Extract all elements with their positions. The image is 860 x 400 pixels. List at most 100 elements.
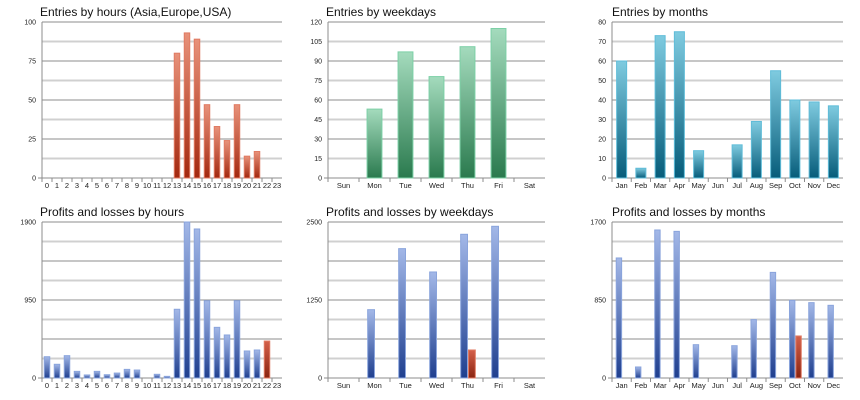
profit-bar [398, 248, 406, 379]
x-tick-label: 22 [263, 381, 271, 390]
bar [490, 28, 507, 179]
profit-bar [193, 228, 201, 379]
y-tick-label: 1250 [306, 298, 322, 305]
x-tick-label: 13 [173, 181, 181, 190]
profit-bar [173, 308, 181, 379]
x-tick-label: 5 [95, 381, 99, 390]
chart-pl-months: Profits and losses by months 0 850 1700 Jan F… [590, 205, 843, 390]
y-tick-label: 90 [314, 59, 322, 66]
y-tick-label: 15 [314, 156, 322, 163]
x-tick-label: 19 [233, 181, 241, 190]
bar [428, 76, 445, 179]
x-tick-label: Oct [789, 181, 802, 190]
bar [770, 70, 782, 179]
x-tick-label: 0 [45, 181, 49, 190]
x-tick-label: 2 [65, 181, 69, 190]
profit-bar [253, 349, 261, 379]
y-tick-label: 120 [310, 20, 322, 27]
x-tick-label: 12 [163, 381, 171, 390]
bar [673, 31, 685, 179]
x-tick-label: Jan [616, 181, 628, 190]
x-tick-label: 14 [183, 381, 191, 390]
x-tick-label: Fri [494, 381, 503, 390]
x-tick-label: Nov [807, 181, 821, 190]
y-tick-label: 20 [598, 137, 606, 144]
bar [789, 99, 801, 179]
profit-bar [113, 372, 121, 379]
x-tick-label: 14 [183, 181, 191, 190]
x-tick-label: Thu [461, 181, 474, 190]
y-tick-label: 10 [598, 156, 606, 163]
x-tick-label: Nov [807, 381, 821, 390]
bar [654, 35, 666, 179]
x-tick-label: Tue [399, 181, 412, 190]
x-tick-label: 16 [203, 381, 211, 390]
bar [213, 126, 221, 179]
profit-bar [788, 299, 796, 379]
x-tick-label: Jul [732, 181, 742, 190]
profit-bar [163, 375, 171, 379]
bar [459, 46, 476, 179]
profit-bar [53, 363, 61, 379]
profit-bar [692, 344, 700, 379]
profit-bar [769, 271, 777, 379]
profit-bar [460, 233, 468, 379]
x-tick-label: Dec [827, 181, 841, 190]
x-tick-label: 20 [243, 381, 251, 390]
x-tick-label: Apr [674, 381, 686, 390]
profit-bar [367, 309, 375, 379]
x-tick-label: 11 [153, 381, 161, 390]
y-tick-label: 0 [32, 376, 36, 383]
x-tick-label: 1 [55, 381, 59, 390]
x-tick-label: 2 [65, 381, 69, 390]
y-tick-label: 2500 [306, 220, 322, 227]
profit-bar [183, 221, 191, 379]
y-tick-label: 105 [310, 39, 322, 46]
chart-title: Profits and losses by months [612, 205, 765, 219]
x-tick-label: 15 [193, 381, 201, 390]
profit-bar [673, 230, 680, 379]
x-tick-label: Jul [732, 381, 742, 390]
x-tick-label: 1 [55, 181, 59, 190]
y-tick-label: 60 [314, 98, 322, 105]
bar [203, 104, 211, 179]
bar [243, 155, 251, 179]
y-tick-label: 1900 [20, 220, 36, 227]
x-tick-label: Mar [654, 381, 667, 390]
x-tick-label: 17 [213, 381, 221, 390]
x-tick-label: Wed [429, 181, 444, 190]
bar [183, 32, 191, 179]
x-tick-label: Aug [750, 381, 763, 390]
x-tick-label: Sun [337, 381, 350, 390]
profit-bar [429, 271, 437, 379]
x-tick-label: 4 [85, 181, 89, 190]
x-tick-label: 4 [85, 381, 89, 390]
profit-bar [654, 229, 661, 379]
x-tick-label: 3 [75, 381, 79, 390]
bar [693, 150, 705, 179]
bar [731, 144, 743, 179]
x-tick-label: Sat [524, 181, 536, 190]
y-tick-label: 50 [598, 78, 606, 85]
x-tick-label: Aug [750, 181, 763, 190]
y-tick-label: 60 [598, 59, 606, 66]
y-tick-label: 0 [32, 176, 36, 183]
x-tick-label: Mon [367, 381, 382, 390]
y-tick-label: 950 [24, 298, 36, 305]
profit-bar [615, 257, 623, 379]
x-tick-label: Sep [769, 381, 782, 390]
profit-bar [634, 366, 642, 379]
bar [193, 38, 201, 179]
x-tick-label: May [692, 181, 706, 190]
x-tick-label: Jun [712, 181, 724, 190]
x-tick-label: Thu [461, 381, 474, 390]
bar [616, 60, 628, 179]
x-tick-label: Feb [634, 181, 647, 190]
profit-bar [213, 326, 221, 379]
chart-pl-weekdays: Profits and losses by weekdays 0 1250 2500 S… [306, 205, 545, 390]
loss-bar [795, 335, 802, 379]
y-tick-label: 100 [24, 20, 36, 27]
x-tick-label: 8 [125, 381, 129, 390]
x-tick-label: 21 [253, 381, 261, 390]
